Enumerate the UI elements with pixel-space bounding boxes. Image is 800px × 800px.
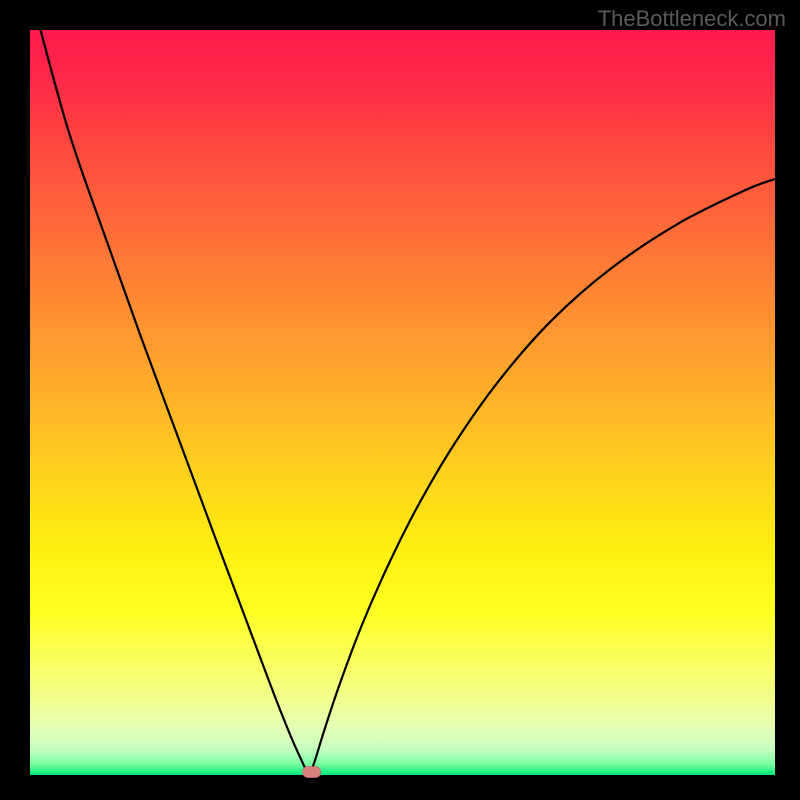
chart-container: TheBottleneck.com xyxy=(0,0,800,800)
plot-background xyxy=(30,30,775,775)
watermark-text: TheBottleneck.com xyxy=(598,6,786,32)
optimal-point-marker xyxy=(303,767,321,778)
bottleneck-chart xyxy=(0,0,800,800)
